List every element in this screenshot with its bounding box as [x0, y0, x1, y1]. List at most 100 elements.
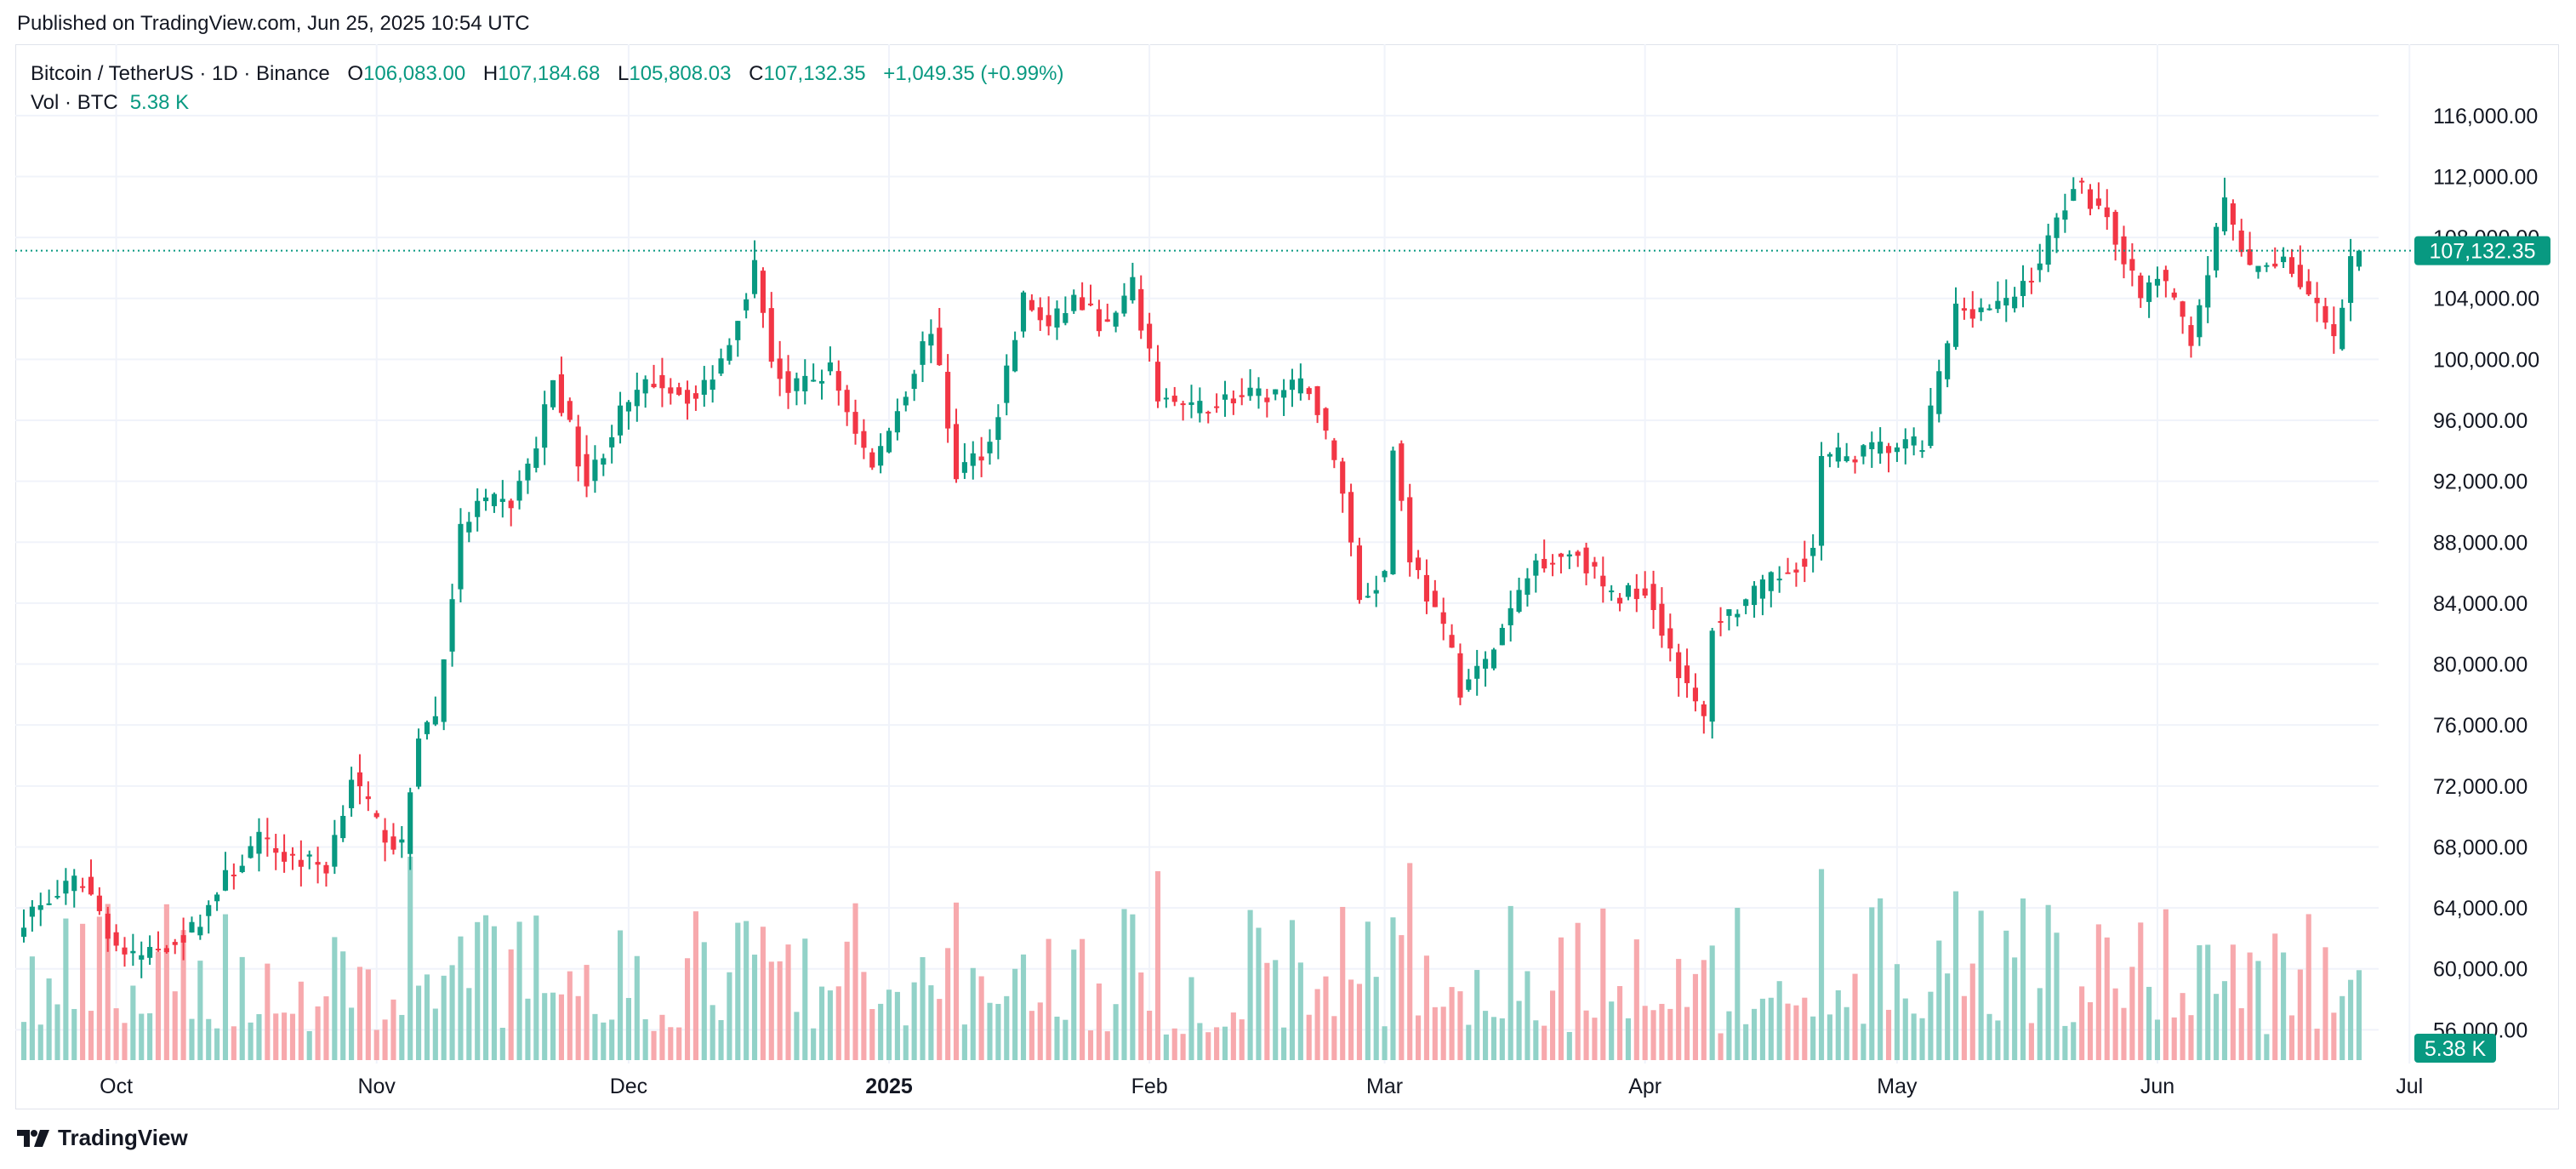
volume-bar [1978, 910, 1984, 1060]
candle-body [617, 405, 624, 436]
last-price-label: 107,132.35 [2429, 240, 2535, 264]
candle-body [744, 299, 749, 311]
candle-body [1163, 397, 1169, 400]
candle-body [2221, 197, 2228, 231]
volume-bar [2037, 988, 2043, 1060]
volume-bar [1759, 998, 1765, 1060]
volume-label[interactable]: Vol · BTC [31, 91, 118, 114]
candle-body [542, 404, 548, 448]
candle-body [835, 371, 841, 391]
candle-body [1197, 401, 1203, 413]
volume-bar [172, 991, 178, 1060]
candle-body [499, 499, 505, 502]
volume-bar [1919, 1018, 1925, 1060]
candle-body [1188, 402, 1194, 405]
volume-bar [407, 856, 413, 1060]
volume-bar [1466, 1024, 1472, 1060]
candle-body [46, 903, 52, 905]
candle-body [2171, 292, 2177, 298]
candle-body [533, 448, 539, 468]
candle-body [1180, 403, 1186, 406]
volume-bar [46, 978, 52, 1060]
volume-bar [163, 904, 169, 1060]
candle-body [206, 904, 212, 916]
volume-bar [113, 1008, 119, 1060]
volume-bar [961, 1024, 967, 1060]
candle-body [1432, 590, 1438, 607]
candle-body [382, 830, 388, 843]
volume-bar [1592, 1018, 1598, 1060]
candle-body [2104, 207, 2110, 218]
candle-body [37, 904, 43, 910]
volume-bar [1911, 1013, 1917, 1060]
candle-body [340, 815, 346, 839]
candle-body [1844, 456, 1849, 461]
y-tick-label: 104,000.00 [2433, 288, 2539, 311]
volume-bar [1642, 1006, 1648, 1060]
candle-body [2071, 189, 2077, 201]
volume-bar [768, 961, 774, 1060]
volume-bar [953, 902, 960, 1060]
volume-bar [29, 956, 35, 1060]
volume-bar [458, 936, 464, 1060]
volume-bar [1609, 1001, 1615, 1060]
volume-bar [1483, 1011, 1489, 1060]
volume-bar [1340, 906, 1346, 1060]
candle-body [961, 462, 967, 473]
candle-body [1130, 277, 1136, 301]
candle-body [1525, 578, 1530, 596]
candle-body [1743, 599, 1749, 607]
volume-bar [1726, 1011, 1732, 1060]
volume-bar [869, 1008, 875, 1060]
candle-body [1365, 596, 1371, 598]
tradingview-brand[interactable]: TradingView [17, 1125, 188, 1151]
candle-body [1331, 440, 1337, 460]
candle-body [516, 481, 522, 501]
candle-body [2129, 259, 2135, 271]
candle-body [2297, 265, 2303, 288]
volume-bar [2121, 1007, 2127, 1060]
volume-bar [2221, 981, 2228, 1060]
volume-bar [155, 951, 162, 1060]
volume-bar [1365, 921, 1371, 1060]
candle-body [315, 862, 321, 865]
volume-bar [802, 938, 808, 1060]
candle-body [29, 906, 35, 917]
candle-body [466, 522, 472, 533]
volume-bar [785, 944, 791, 1060]
volume-bar [2045, 904, 2051, 1060]
volume-bar [1583, 1010, 1589, 1060]
candle-body [197, 927, 203, 936]
volume-bar [197, 961, 203, 1060]
volume-bar [1029, 1011, 1034, 1060]
volume-bar [735, 922, 741, 1060]
candle-body [416, 738, 422, 787]
volume-value: 5.38 K [129, 91, 190, 114]
candle-body [1659, 603, 1665, 636]
volume-bar [1138, 972, 1144, 1060]
volume-bar [432, 1008, 438, 1060]
volume-bar [651, 1030, 657, 1060]
symbol-title[interactable]: Bitcoin / TetherUS · 1D · Binance [31, 62, 330, 85]
volume-bar [298, 981, 304, 1060]
candle-body [172, 942, 178, 945]
candle-body [1759, 579, 1765, 599]
candle-body [147, 947, 153, 958]
volume-bar [1633, 939, 1639, 1060]
candle-body [1961, 308, 1967, 311]
candle-body [2138, 275, 2144, 299]
volume-bar [1004, 995, 1010, 1060]
candle-body [760, 271, 766, 313]
candle-body [2095, 198, 2101, 206]
candle-body [1793, 569, 1799, 573]
volume-bar [1616, 985, 1623, 1060]
volume-bar [861, 972, 867, 1060]
volume-bar [508, 949, 514, 1060]
candle-body [1356, 545, 1363, 601]
candle-body [1827, 453, 1832, 457]
volume-bar [1768, 997, 1774, 1060]
candle-body [1533, 560, 1539, 576]
volume-bar [2281, 952, 2287, 1060]
candle-body [2163, 270, 2169, 282]
